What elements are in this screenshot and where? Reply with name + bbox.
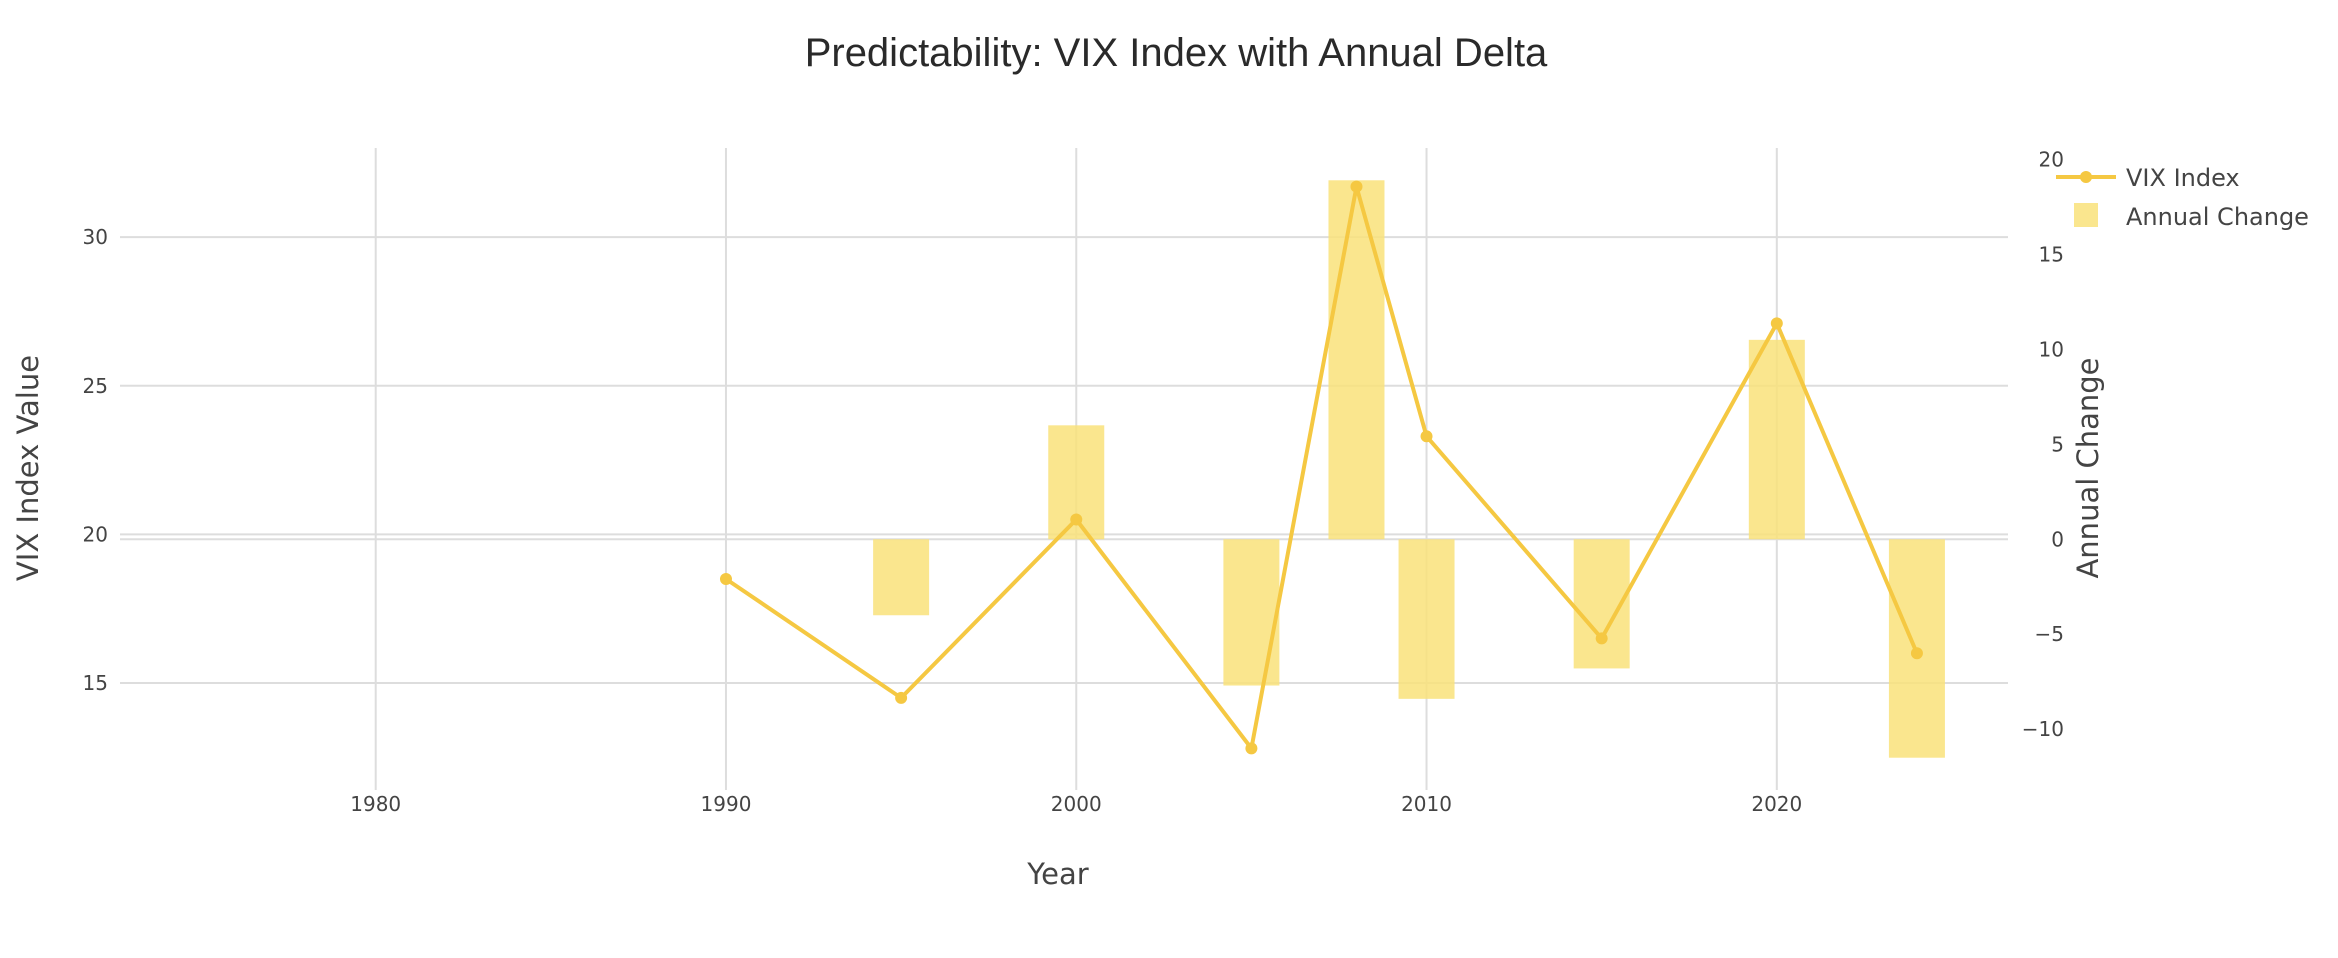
legend-label-annual-change: Annual Change — [2126, 203, 2309, 231]
vix-point — [719, 572, 732, 585]
vix-point — [1070, 513, 1083, 526]
x-tick-label: 2000 — [1051, 792, 1102, 816]
y-tick-label: 25 — [83, 374, 108, 398]
y2-tick-label: 10 — [2039, 337, 2064, 361]
vix-point — [1420, 430, 1433, 443]
annual-change-bar — [1223, 539, 1280, 686]
vix-point — [1245, 742, 1258, 755]
x-tick-label: 2010 — [1401, 792, 1452, 816]
y2-tick-label: 0 — [2051, 527, 2064, 551]
legend-label-vix: VIX Index — [2126, 164, 2240, 192]
y2-tick-label: 15 — [2039, 242, 2064, 266]
vix-point — [1350, 180, 1363, 193]
chart-title: Predictability: VIX Index with Annual De… — [805, 31, 1548, 75]
vix-point — [1910, 647, 1923, 660]
y2-axis-ticks: −10 −5 0 5 10 15 20 — [2022, 147, 2064, 741]
y-axis-ticks: 15 20 25 30 — [83, 225, 108, 695]
y2-tick-label: 5 — [2051, 432, 2064, 456]
annual-change-bar — [1398, 539, 1455, 699]
annual-change-bar — [873, 539, 930, 616]
x-tick-label: 2020 — [1751, 792, 1802, 816]
legend-item-annual-change[interactable]: Annual Change — [2074, 203, 2309, 231]
vix-line — [724, 184, 1919, 751]
vix-point — [1770, 317, 1783, 330]
y-tick-label: 15 — [83, 671, 108, 695]
y2-tick-label: −5 — [2035, 622, 2064, 646]
legend[interactable]: VIX Index Annual Change — [2056, 164, 2309, 231]
y-axis-title: VIX Index Value — [11, 355, 45, 581]
vix-point — [1595, 632, 1608, 645]
vix-point — [895, 691, 908, 704]
y2-tick-label: −10 — [2022, 717, 2064, 741]
legend-item-vix[interactable]: VIX Index — [2056, 164, 2240, 192]
annual-change-bars — [873, 180, 1945, 758]
y-tick-label: 30 — [83, 225, 108, 249]
legend-bar-swatch — [2074, 203, 2098, 227]
y2-tick-label: 20 — [2039, 147, 2064, 171]
x-axis-ticks: 1980 1990 2000 2010 2020 — [350, 792, 1802, 816]
x-tick-label: 1990 — [701, 792, 752, 816]
y2-axis-title: Annual Change — [2071, 357, 2105, 578]
vix-line-series — [719, 180, 1923, 755]
x-tick-label: 1980 — [350, 792, 401, 816]
annual-change-bar — [1328, 180, 1385, 540]
legend-line-marker — [2080, 171, 2092, 183]
annual-change-bar — [1748, 339, 1805, 540]
x-axis-title: Year — [1026, 857, 1088, 891]
y-tick-label: 20 — [83, 522, 108, 546]
